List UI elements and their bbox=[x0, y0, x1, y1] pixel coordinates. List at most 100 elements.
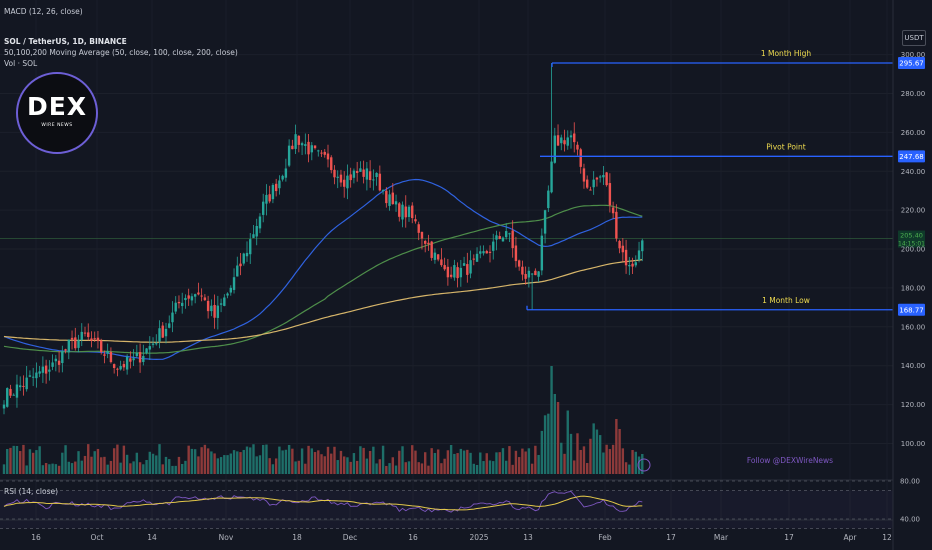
currency-button[interactable]: USDT bbox=[902, 30, 926, 46]
volume-bar bbox=[401, 446, 404, 474]
candle-body bbox=[420, 231, 424, 239]
symbol-label: SOL / TetherUS, 1D, BINANCE bbox=[4, 37, 127, 46]
volume-bar bbox=[258, 455, 262, 474]
candle-body bbox=[339, 174, 343, 183]
volume-bar bbox=[372, 446, 375, 474]
candle-body bbox=[459, 267, 463, 278]
candle-body bbox=[501, 237, 505, 242]
candle-body bbox=[485, 250, 488, 254]
candle-body bbox=[349, 174, 352, 181]
volume-bar bbox=[9, 447, 12, 474]
candle-body bbox=[258, 216, 262, 229]
volume-bar bbox=[352, 453, 356, 474]
volume-bar bbox=[242, 449, 245, 474]
candle-body bbox=[482, 251, 485, 254]
candle-body bbox=[129, 358, 132, 362]
volume-bar bbox=[346, 457, 349, 474]
candle-body bbox=[125, 356, 129, 370]
level-price-tag bbox=[898, 303, 925, 316]
volume-bar bbox=[255, 456, 258, 474]
candle-body bbox=[576, 144, 579, 150]
volume-bar bbox=[80, 460, 83, 474]
candle-body bbox=[488, 251, 492, 253]
candle-body bbox=[317, 150, 320, 152]
volume-bar bbox=[417, 462, 420, 474]
candle-body bbox=[103, 354, 106, 356]
volume-bar bbox=[271, 464, 275, 474]
volume-bar bbox=[573, 460, 576, 474]
volume-bar bbox=[472, 463, 475, 474]
volume-bar bbox=[440, 463, 443, 474]
candle-body bbox=[537, 271, 540, 277]
volume-bar bbox=[93, 451, 96, 474]
volume-bar bbox=[268, 458, 271, 474]
volume-bar bbox=[70, 463, 74, 474]
price-tick-label: 160.00 bbox=[901, 323, 926, 331]
ma100-line bbox=[3, 204, 643, 354]
volume-bar bbox=[210, 451, 213, 474]
volume-bar bbox=[61, 452, 64, 474]
candle-body bbox=[242, 253, 245, 264]
time-tick-label: 16 bbox=[408, 533, 418, 542]
volume-bar bbox=[576, 433, 579, 474]
watermark-text: Follow @DEXWireNews bbox=[747, 456, 833, 465]
volume-bar bbox=[498, 452, 501, 474]
candle-body bbox=[158, 328, 161, 342]
candle-body bbox=[307, 141, 310, 155]
volume-bar bbox=[200, 447, 203, 474]
volume-bar bbox=[96, 448, 100, 474]
volume-bar bbox=[265, 444, 268, 474]
volume-bar bbox=[284, 449, 288, 474]
candle-body bbox=[407, 206, 411, 217]
candle-body bbox=[57, 360, 61, 365]
price-tick-label: 300.00 bbox=[901, 51, 926, 59]
candle-body bbox=[93, 338, 96, 340]
candle-body bbox=[41, 366, 45, 373]
candle-body bbox=[142, 356, 145, 362]
volume-bar bbox=[197, 456, 200, 474]
candle-body bbox=[6, 388, 9, 407]
candle-body bbox=[181, 302, 184, 307]
candle-body bbox=[278, 180, 281, 189]
candle-body bbox=[495, 235, 498, 240]
volume-bar bbox=[355, 460, 359, 474]
candle-body bbox=[74, 337, 77, 349]
volume-bar bbox=[336, 460, 339, 474]
candle-body bbox=[333, 169, 336, 178]
volume-bar bbox=[446, 450, 450, 474]
rsi-pane: 80.00 40.00 bbox=[0, 478, 920, 529]
volume-bar bbox=[187, 445, 190, 474]
candle-body bbox=[100, 340, 103, 353]
volume-bar bbox=[252, 444, 255, 474]
candle-body bbox=[589, 189, 592, 191]
volume-bar bbox=[501, 448, 505, 474]
volume-bar bbox=[582, 446, 586, 474]
volume-bar bbox=[521, 448, 524, 474]
candle-body bbox=[621, 245, 625, 253]
candle-body bbox=[372, 179, 375, 181]
volume-bar bbox=[368, 450, 372, 474]
volume-bar bbox=[294, 461, 297, 474]
volume-bar bbox=[129, 463, 132, 474]
volume-bar bbox=[148, 451, 151, 474]
volume-bar bbox=[83, 455, 87, 474]
volume-bar bbox=[602, 452, 605, 474]
volume-bar bbox=[378, 459, 382, 474]
candle-body bbox=[582, 168, 586, 182]
candle-body bbox=[35, 372, 38, 379]
volume-bar bbox=[119, 462, 122, 474]
candle-body bbox=[229, 287, 232, 293]
volume-bar bbox=[174, 465, 177, 474]
logo-text: DEX bbox=[26, 92, 88, 121]
candle-body bbox=[436, 254, 440, 260]
candle-body bbox=[216, 305, 220, 318]
candle-body bbox=[44, 365, 48, 374]
level-name: Pivot Point bbox=[766, 142, 805, 151]
volume-bar bbox=[239, 452, 242, 474]
candles bbox=[2, 63, 644, 415]
candle-body bbox=[579, 149, 582, 167]
candle-body bbox=[514, 245, 518, 262]
moving-averages bbox=[3, 178, 643, 361]
volume-bar bbox=[278, 446, 281, 474]
